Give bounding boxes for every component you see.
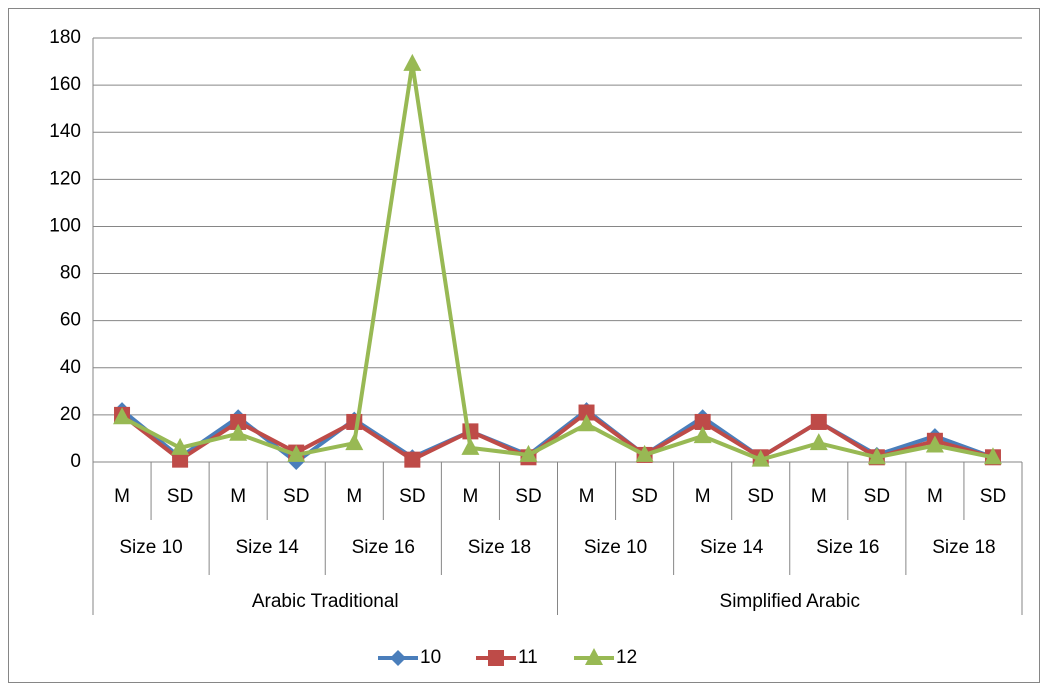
marker bbox=[925, 435, 944, 453]
y-tick-label: 160 bbox=[49, 74, 81, 95]
x-supergroup-label: Arabic Traditional bbox=[252, 591, 399, 612]
x-tick-label: M bbox=[114, 486, 130, 507]
x-tick-label: SD bbox=[748, 486, 774, 507]
marker bbox=[635, 444, 654, 462]
y-tick-label: 0 bbox=[70, 451, 81, 472]
x-group-label: Size 10 bbox=[119, 537, 182, 558]
marker bbox=[403, 53, 422, 71]
marker bbox=[694, 413, 711, 430]
marker bbox=[810, 413, 827, 430]
marker bbox=[693, 426, 712, 444]
x-tick-label: M bbox=[579, 486, 595, 507]
y-tick-label: 40 bbox=[60, 357, 81, 378]
series-line bbox=[121, 61, 994, 462]
x-group-label: Size 18 bbox=[468, 537, 531, 558]
x-tick-label: M bbox=[811, 486, 827, 507]
x-group-label: Size 14 bbox=[236, 537, 300, 558]
x-group-label: Size 16 bbox=[352, 537, 415, 558]
x-tick-label: SD bbox=[864, 486, 890, 507]
legend-marker bbox=[390, 650, 406, 666]
marker bbox=[172, 451, 189, 468]
x-tick-label: M bbox=[927, 486, 943, 507]
y-tick-label: 140 bbox=[49, 121, 81, 142]
legend-marker bbox=[488, 650, 504, 666]
marker bbox=[983, 447, 1002, 465]
marker bbox=[171, 437, 190, 455]
legend-marker bbox=[585, 648, 603, 665]
marker bbox=[577, 414, 596, 432]
marker bbox=[113, 407, 132, 425]
x-tick-label: SD bbox=[399, 486, 425, 507]
marker bbox=[345, 433, 364, 451]
y-tick-label: 180 bbox=[49, 27, 81, 48]
x-tick-label: SD bbox=[515, 486, 541, 507]
x-group-label: Size 14 bbox=[700, 537, 764, 558]
marker bbox=[751, 449, 770, 467]
chart-border bbox=[8, 8, 1040, 683]
x-tick-label: M bbox=[346, 486, 362, 507]
legend-label: 11 bbox=[518, 647, 538, 668]
series-line bbox=[120, 410, 994, 462]
marker bbox=[230, 413, 247, 430]
y-tick-label: 120 bbox=[49, 168, 81, 189]
marker bbox=[404, 451, 421, 468]
y-tick-label: 80 bbox=[60, 263, 81, 284]
x-group-label: Size 18 bbox=[932, 537, 995, 558]
x-supergroup-label: Simplified Arabic bbox=[720, 591, 860, 612]
x-tick-label: SD bbox=[631, 486, 657, 507]
marker bbox=[809, 433, 828, 451]
marker bbox=[287, 444, 306, 462]
marker bbox=[229, 423, 248, 441]
x-tick-label: SD bbox=[167, 486, 193, 507]
legend-label: 10 bbox=[420, 647, 441, 668]
x-tick-label: M bbox=[695, 486, 711, 507]
x-tick-label: SD bbox=[283, 486, 309, 507]
y-tick-label: 60 bbox=[60, 310, 81, 331]
marker bbox=[461, 437, 480, 455]
x-tick-label: M bbox=[230, 486, 246, 507]
x-tick-label: M bbox=[462, 486, 478, 507]
legend-label: 12 bbox=[616, 647, 637, 668]
marker bbox=[578, 404, 595, 421]
x-group-label: Size 10 bbox=[584, 537, 647, 558]
marker bbox=[867, 447, 886, 465]
marker bbox=[519, 444, 538, 462]
y-tick-label: 100 bbox=[49, 215, 81, 236]
x-tick-label: SD bbox=[980, 486, 1006, 507]
y-tick-label: 20 bbox=[60, 404, 81, 425]
x-group-label: Size 16 bbox=[816, 537, 879, 558]
